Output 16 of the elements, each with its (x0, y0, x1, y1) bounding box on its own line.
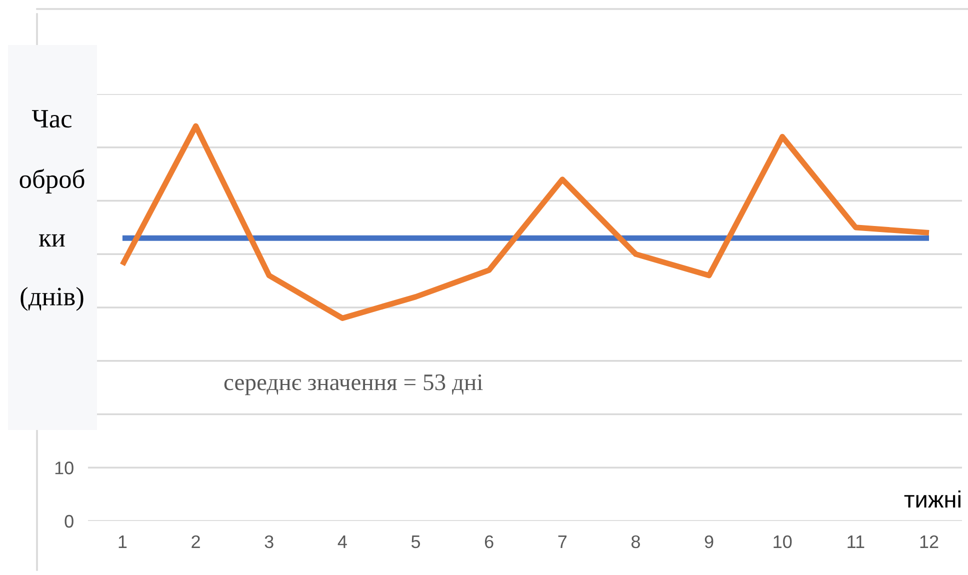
x-tick-label: 11 (848, 536, 864, 548)
x-tick-label: 10 (774, 535, 792, 548)
x-tick-label: 4 (338, 536, 347, 548)
x-tick-label: 6 (484, 535, 494, 548)
x-tick-label: 7 (558, 536, 567, 548)
y-tick-label: 0 (64, 514, 74, 528)
x-tick-label: 1 (118, 536, 127, 548)
x-tick-label: 8 (631, 535, 640, 548)
x-axis-title: тижні (904, 490, 960, 508)
annotation: середнє значення = 53 дні (224, 374, 483, 396)
text: Час оброб ки (днів) (20, 110, 84, 311)
x-tick-label: 5 (411, 536, 420, 548)
x-tick-label: 9 (704, 535, 714, 548)
x-tick-label: 3 (264, 535, 274, 548)
x-tick-label: 12 (920, 535, 938, 548)
x-tick-label: 2 (192, 535, 200, 548)
